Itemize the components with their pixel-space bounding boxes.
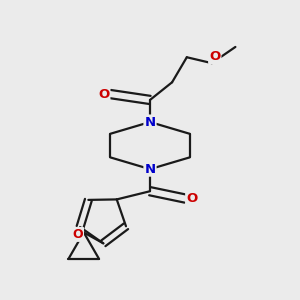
Text: O: O: [186, 192, 197, 205]
Text: N: N: [144, 116, 156, 128]
Text: O: O: [98, 88, 110, 100]
Text: O: O: [72, 228, 83, 241]
Text: O: O: [209, 50, 220, 63]
Text: N: N: [144, 163, 156, 176]
